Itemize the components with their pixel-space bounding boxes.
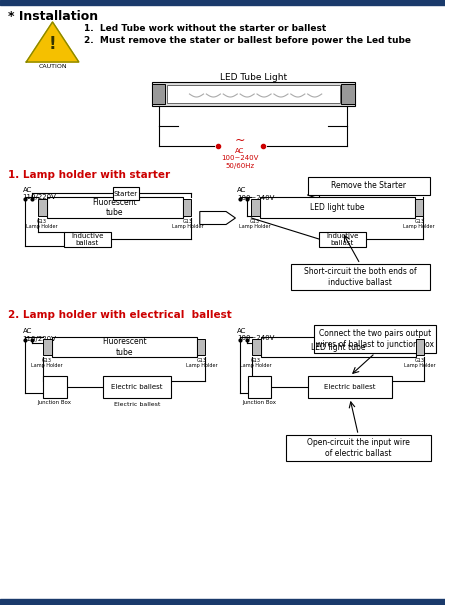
Bar: [197, 339, 205, 355]
Text: Short-circuit the both ends of
inductive ballast: Short-circuit the both ends of inductive…: [304, 267, 417, 287]
Text: LED light tube: LED light tube: [310, 203, 365, 212]
Text: Electric ballest: Electric ballest: [111, 384, 163, 390]
Bar: [291, 264, 429, 290]
Text: !: !: [49, 35, 56, 53]
Text: * Installation: * Installation: [8, 10, 98, 23]
Bar: [252, 339, 261, 355]
Bar: [152, 84, 165, 104]
Bar: [64, 232, 111, 247]
Text: 1.  Led Tube work without the starter or ballest: 1. Led Tube work without the starter or …: [84, 24, 327, 33]
Bar: [112, 187, 139, 200]
Text: Connect the two pairs output
wires of ballast to junction box: Connect the two pairs output wires of ba…: [316, 329, 434, 349]
Bar: [103, 376, 171, 398]
Text: AC
110/220V: AC 110/220V: [22, 328, 56, 341]
Polygon shape: [26, 22, 79, 62]
Text: Open-circuit the input wire
of electric ballast: Open-circuit the input wire of electric …: [307, 438, 410, 458]
Text: AC
100~240V: AC 100~240V: [237, 328, 274, 341]
Bar: [319, 232, 366, 247]
Text: Inductive
ballast: Inductive ballast: [326, 233, 358, 246]
Text: CAUTION: CAUTION: [38, 64, 67, 69]
Bar: [416, 339, 424, 355]
Text: Starter: Starter: [114, 191, 138, 197]
Text: Junction Box: Junction Box: [242, 400, 276, 405]
Bar: [43, 339, 52, 355]
Bar: [167, 85, 339, 103]
Text: Electric ballest: Electric ballest: [324, 384, 375, 390]
FancyArrow shape: [200, 212, 236, 224]
Text: Fluorescent
tube: Fluorescent tube: [92, 198, 137, 217]
Text: Junction Box: Junction Box: [37, 400, 72, 405]
Text: LED Tube Light: LED Tube Light: [219, 73, 287, 82]
Bar: [308, 376, 392, 398]
Bar: [52, 337, 197, 357]
Text: G13
Lamp Holder: G13 Lamp Holder: [31, 358, 63, 368]
Bar: [251, 199, 260, 216]
Bar: [43, 376, 66, 398]
Text: G13
Lamp Holder: G13 Lamp Holder: [186, 358, 218, 368]
Bar: [152, 82, 355, 106]
Text: 1. Lamp holder with starter: 1. Lamp holder with starter: [8, 170, 170, 180]
Bar: [308, 177, 429, 195]
Text: AC
110/220V: AC 110/220V: [22, 187, 56, 200]
Text: ~: ~: [235, 134, 246, 146]
Text: G13
Lamp Holder: G13 Lamp Holder: [172, 219, 203, 229]
Text: 2.  Must remove the stater or ballest before power the Led tube: 2. Must remove the stater or ballest bef…: [84, 36, 411, 45]
Text: 2. Lamp holder with electrical  ballest: 2. Lamp holder with electrical ballest: [8, 310, 231, 320]
Bar: [0, 0, 445, 5]
Bar: [261, 337, 416, 357]
Text: LED light tube: LED light tube: [311, 342, 365, 352]
Text: G13
Lamp Holder: G13 Lamp Holder: [404, 358, 436, 368]
Text: Electric ballest: Electric ballest: [114, 402, 160, 407]
Bar: [183, 199, 191, 216]
Bar: [247, 376, 271, 398]
Bar: [341, 84, 355, 104]
Bar: [314, 325, 436, 353]
Text: G13
Lamp Holder: G13 Lamp Holder: [240, 358, 272, 368]
Bar: [47, 197, 183, 218]
Text: G13
Lamp Holder: G13 Lamp Holder: [239, 219, 271, 229]
Bar: [286, 435, 431, 461]
Text: G13
Lamp Holder: G13 Lamp Holder: [403, 219, 435, 229]
Text: G13
Lamp Holder: G13 Lamp Holder: [27, 219, 58, 229]
Text: AC
100~240V
50/60Hz: AC 100~240V 50/60Hz: [221, 148, 259, 169]
Bar: [38, 199, 47, 216]
Text: Remove the Starter: Remove the Starter: [331, 182, 406, 191]
Text: Inductive
ballast: Inductive ballast: [71, 233, 103, 246]
Bar: [415, 199, 423, 216]
Text: AC
100~240V: AC 100~240V: [237, 187, 274, 200]
Text: Fluorescent
tube: Fluorescent tube: [102, 338, 146, 357]
Bar: [0, 599, 445, 605]
Bar: [260, 197, 415, 218]
